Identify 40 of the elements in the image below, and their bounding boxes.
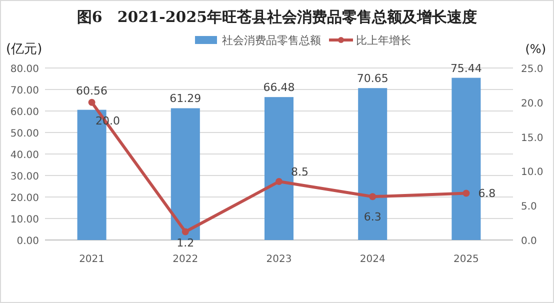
y-axis-title: (亿元) <box>6 42 42 57</box>
title: 图6 2021-2025年旺苍县社会消费品零售总额及增长速度 <box>76 8 478 26</box>
data-label: 66.48 <box>263 81 295 94</box>
point <box>369 193 376 200</box>
y-tick-label: 60.00 <box>10 107 39 118</box>
y2-tick-label: 20.0 <box>521 98 544 110</box>
point <box>462 190 470 197</box>
x-tick-label: 2025 <box>453 254 479 265</box>
legend-label: 社会消费品零售总额 <box>222 34 321 47</box>
x-tick-label: 2023 <box>266 254 292 265</box>
y-tick-label: 30.00 <box>10 172 39 182</box>
x-tick-label: 2021 <box>79 254 105 265</box>
y2-tick-label: 0.0 <box>521 236 537 247</box>
y-tick-label: 40.00 <box>10 150 39 161</box>
y2-tick-label: 10.0 <box>521 167 544 178</box>
x-tick-label: 2022 <box>172 254 198 265</box>
point <box>88 98 96 106</box>
x-tick-label: 2024 <box>360 254 386 265</box>
y-tick-label: 50.00 <box>10 128 39 140</box>
point <box>276 178 282 186</box>
data-label: 75.44 <box>450 62 482 75</box>
data-label: 70.65 <box>356 72 388 86</box>
y-tick-label: 20.00 <box>10 193 39 204</box>
y-tick-label: 70.00 <box>10 86 39 96</box>
legend-label: 比上年增长 <box>356 34 411 47</box>
point <box>182 228 189 236</box>
y-tick-label: 0.00 <box>16 236 39 247</box>
y2-tick-label: 15.0 <box>521 132 544 144</box>
data-label: 1.2 <box>176 236 194 250</box>
data-label: 60.56 <box>76 84 108 98</box>
y2-tick-label: 5.0 <box>521 202 537 213</box>
data-label: 61.29 <box>170 92 202 106</box>
bar <box>358 88 388 240</box>
y-tick-label: 80.00 <box>10 64 39 75</box>
bar <box>452 78 481 240</box>
data-label: 6.3 <box>364 210 382 224</box>
y2-axis-title: (%) <box>525 42 546 56</box>
bar <box>170 108 200 240</box>
y-tick-label: 10.00 <box>10 214 39 226</box>
y2-tick-label: 25.0 <box>521 64 544 75</box>
